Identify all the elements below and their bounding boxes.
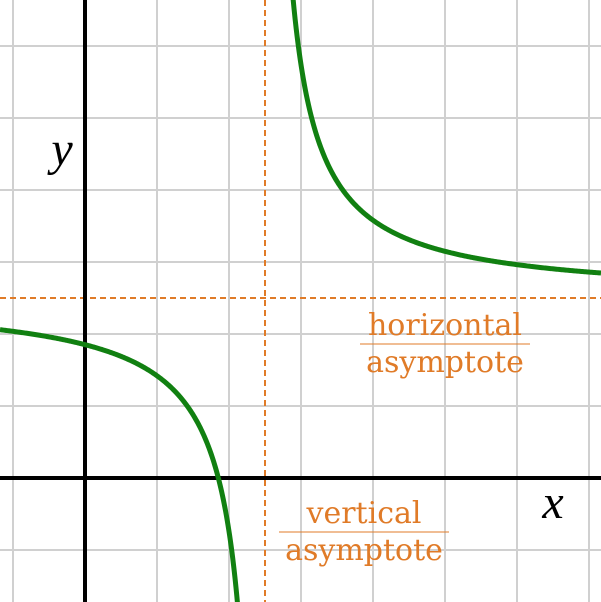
y-axis-label: y	[46, 123, 73, 176]
annotation-text: vertical	[306, 496, 422, 531]
curve-left	[0, 327, 240, 602]
curve-right	[290, 0, 601, 276]
x-axis-label: x	[541, 476, 563, 529]
annotation-text: asymptote	[366, 345, 524, 380]
annotation-text: horizontal	[368, 308, 522, 343]
annotation-text: asymptote	[285, 533, 443, 568]
